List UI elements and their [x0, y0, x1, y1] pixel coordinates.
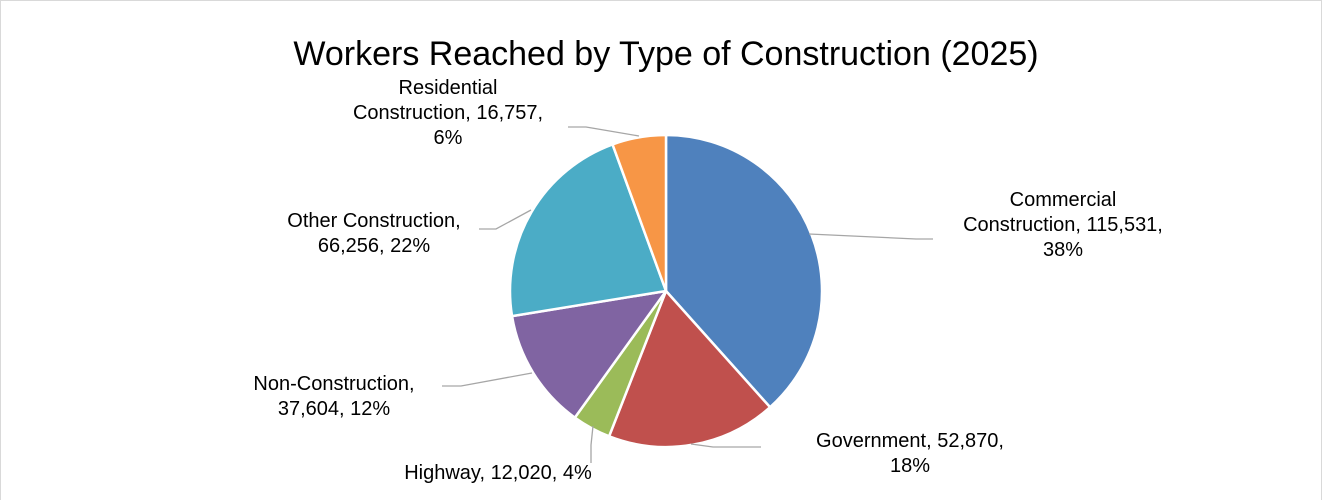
leader-line — [690, 443, 761, 448]
data-label-line: 38% — [1043, 239, 1083, 261]
data-label-line: Highway, 12,020, 4% — [404, 462, 592, 484]
data-label: Government, 52,870, 18% — [816, 430, 1004, 477]
data-label: Highway, 12,020, 4% — [404, 462, 592, 484]
leader-line — [479, 209, 532, 230]
data-label: Residential Construction, 16,757, 6% — [353, 77, 543, 149]
data-label-line: Government, 52,870, — [816, 430, 1004, 452]
chart-title: Workers Reached by Type of Construction … — [293, 35, 1038, 73]
leader-lines — [442, 126, 933, 463]
data-label: Commercial Construction, 115,531, 38% — [963, 189, 1163, 261]
data-label-line: 66,256, 22% — [318, 235, 431, 257]
data-label-line: 6% — [434, 127, 463, 149]
data-labels: Commercial Construction, 115,531, 38% Gover… — [253, 77, 1162, 484]
data-label-line: Construction, 16,757, — [353, 102, 543, 124]
data-label-line: Construction, 115,531, — [963, 214, 1163, 236]
pie-slice-commercial-construction — [664, 133, 824, 409]
leader-line — [568, 126, 640, 137]
data-label-line: 18% — [890, 455, 930, 477]
data-label-line: Non-Construction, — [253, 373, 414, 395]
data-label-line: Residential — [399, 77, 498, 99]
data-label-line: 37,604, 12% — [278, 398, 391, 420]
data-label-line: Commercial — [1010, 189, 1117, 211]
data-label: Other Construction, 66,256, 22% — [287, 210, 460, 257]
pie-slices — [508, 133, 824, 449]
leader-line — [442, 372, 533, 387]
leader-line — [590, 425, 594, 463]
pie-slice-residential-construction — [611, 133, 668, 293]
data-label: Non-Construction, 37,604, 12% — [253, 373, 414, 420]
data-label-line: Other Construction, — [287, 210, 460, 232]
pie-slice-non-construction — [510, 289, 668, 419]
leader-line — [808, 233, 933, 240]
